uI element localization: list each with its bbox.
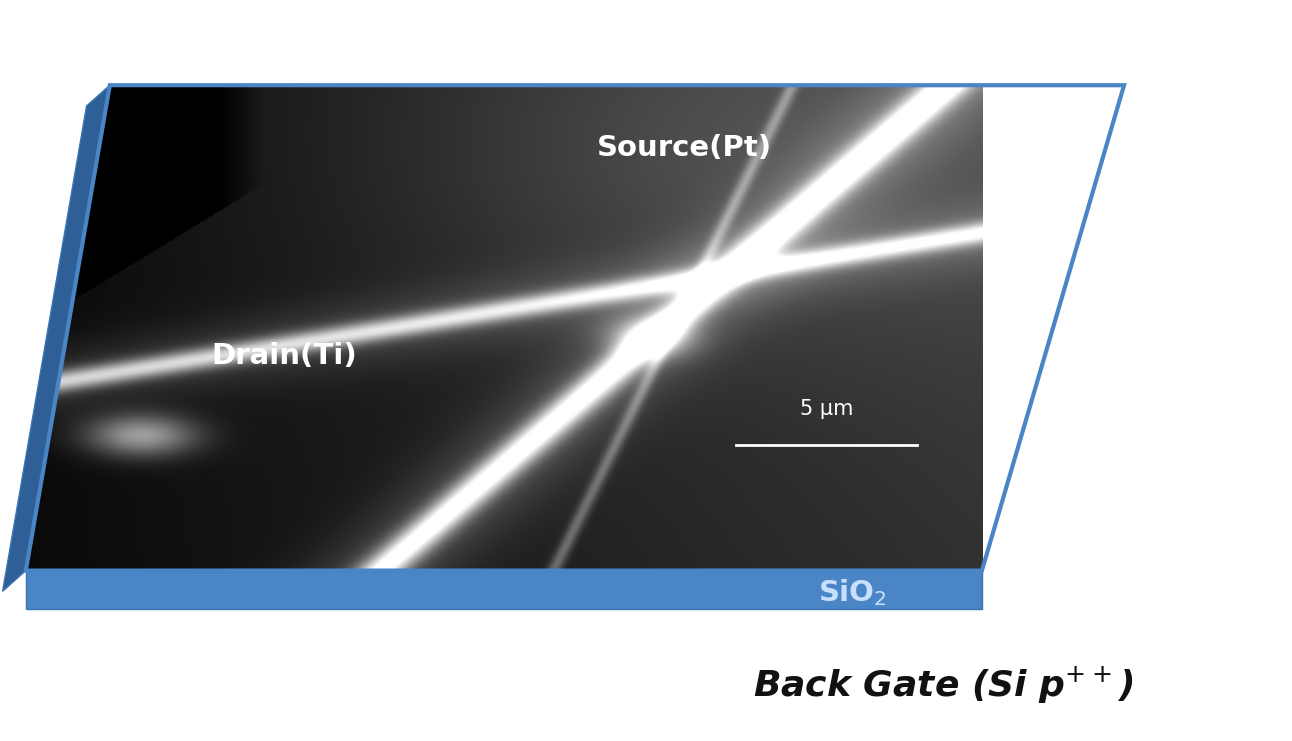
Text: SiO$_2$: SiO$_2$ (818, 577, 888, 608)
Text: Back Gate (Si p$^{++}$): Back Gate (Si p$^{++}$) (753, 665, 1133, 706)
Text: Drain(Ti): Drain(Ti) (212, 342, 357, 370)
Polygon shape (3, 85, 110, 591)
Text: Source(Pt): Source(Pt) (597, 134, 773, 162)
Polygon shape (26, 571, 982, 609)
Text: 5 μm: 5 μm (800, 399, 854, 419)
